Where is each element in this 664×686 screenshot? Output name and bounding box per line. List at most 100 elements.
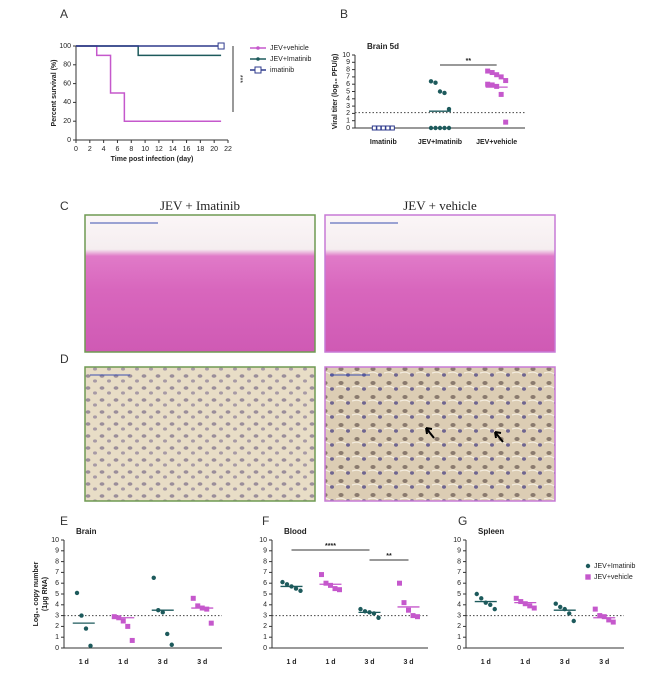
point (442, 125, 447, 131)
point (592, 606, 598, 612)
point (298, 588, 303, 593)
point (389, 125, 395, 131)
y-tick-label: 6 (346, 81, 350, 88)
legend-label: JEV+vehicle (270, 45, 309, 52)
y-tick-label: 9 (457, 548, 461, 555)
x-tick-label: 1 d (325, 659, 335, 666)
point (585, 574, 591, 580)
point (88, 643, 93, 649)
survival-line (76, 45, 222, 122)
point (494, 83, 500, 89)
caption: JEV + Imatinib (160, 198, 240, 213)
x-tick-label: 4 (102, 146, 106, 153)
point (518, 599, 524, 605)
point (397, 580, 402, 586)
point (367, 610, 372, 615)
point (204, 606, 210, 612)
y-tick-label: 7 (457, 569, 461, 576)
point (494, 72, 500, 78)
y-axis-label: (1μg RNA) (42, 577, 49, 611)
point (571, 618, 576, 624)
point (371, 125, 377, 131)
point (83, 626, 89, 631)
x-tick-label: 12 (155, 146, 163, 153)
point (208, 620, 214, 626)
point (437, 125, 443, 131)
panel-label: A (60, 7, 68, 21)
point (610, 619, 616, 625)
point (376, 615, 381, 620)
y-axis-label: Log₁₀ copy number (33, 561, 40, 626)
y-tick-label: 3 (346, 103, 350, 110)
point (319, 572, 324, 578)
legend-label: JEV+vehicle (594, 574, 633, 581)
y-tick-label: 2 (346, 110, 350, 117)
point (428, 79, 434, 84)
y-tick-label: 2 (263, 623, 267, 630)
point (323, 580, 329, 586)
x-tick-label: 1 d (79, 659, 89, 666)
point (151, 575, 156, 580)
point (498, 74, 504, 80)
y-tick-label: 1 (55, 634, 59, 641)
caption: JEV + vehicle (403, 198, 477, 213)
y-tick-label: 60 (63, 80, 71, 87)
legend-label: JEV+Imatinib (270, 56, 312, 63)
x-tick-label: 8 (129, 146, 133, 153)
y-tick-label: 7 (55, 569, 59, 576)
point (293, 586, 299, 591)
point (562, 606, 567, 612)
y-tick-label: 7 (263, 569, 267, 576)
point (606, 617, 612, 623)
point (597, 613, 603, 619)
point (513, 595, 519, 601)
point (531, 605, 537, 611)
point (195, 603, 201, 609)
x-tick-label: 14 (169, 146, 177, 153)
x-tick-label: 18 (196, 146, 204, 153)
y-tick-label: 0 (67, 137, 71, 144)
point (415, 614, 420, 620)
point (485, 68, 491, 74)
point (254, 66, 262, 74)
y-tick-label: 40 (63, 99, 71, 106)
x-tick-label: 0 (74, 146, 78, 153)
y-tick-label: 5 (55, 591, 59, 598)
y-tick-label: 1 (346, 118, 350, 125)
panel-label: B (340, 7, 348, 21)
point (601, 614, 607, 620)
y-tick-label: 20 (63, 118, 71, 125)
y-tick-label: 0 (457, 645, 461, 652)
point (489, 82, 495, 88)
point (111, 614, 117, 620)
y-tick-label: 80 (63, 62, 71, 69)
x-tick-label: 1 d (286, 659, 296, 666)
micrograph-ihc-vehicle (324, 366, 556, 502)
chart-title: Brain 5d (367, 42, 399, 51)
y-tick-label: 4 (263, 602, 267, 609)
y-tick-label: 6 (263, 580, 267, 587)
x-tick-label: 22 (224, 146, 232, 153)
point (553, 601, 558, 606)
panel-label: D (60, 352, 69, 366)
point (485, 81, 491, 87)
arrow (494, 431, 504, 443)
point (358, 606, 363, 612)
legend-marker (256, 46, 260, 50)
point (160, 610, 165, 615)
micrograph-ihc-imatinib (84, 366, 316, 502)
legend-label: imatinib (270, 67, 294, 74)
point (483, 600, 488, 605)
point (79, 613, 84, 618)
point (116, 615, 122, 621)
y-tick-label: 4 (55, 602, 59, 609)
x-tick-label: 3 d (197, 659, 207, 666)
y-tick-label: 10 (51, 537, 59, 544)
panel-label: C (60, 199, 69, 213)
y-tick-label: 8 (263, 558, 267, 565)
y-tick-label: 8 (346, 66, 350, 73)
x-tick-label: 3 d (158, 659, 168, 666)
x-tick-label: 10 (141, 146, 149, 153)
point (474, 591, 479, 597)
point (190, 595, 196, 601)
